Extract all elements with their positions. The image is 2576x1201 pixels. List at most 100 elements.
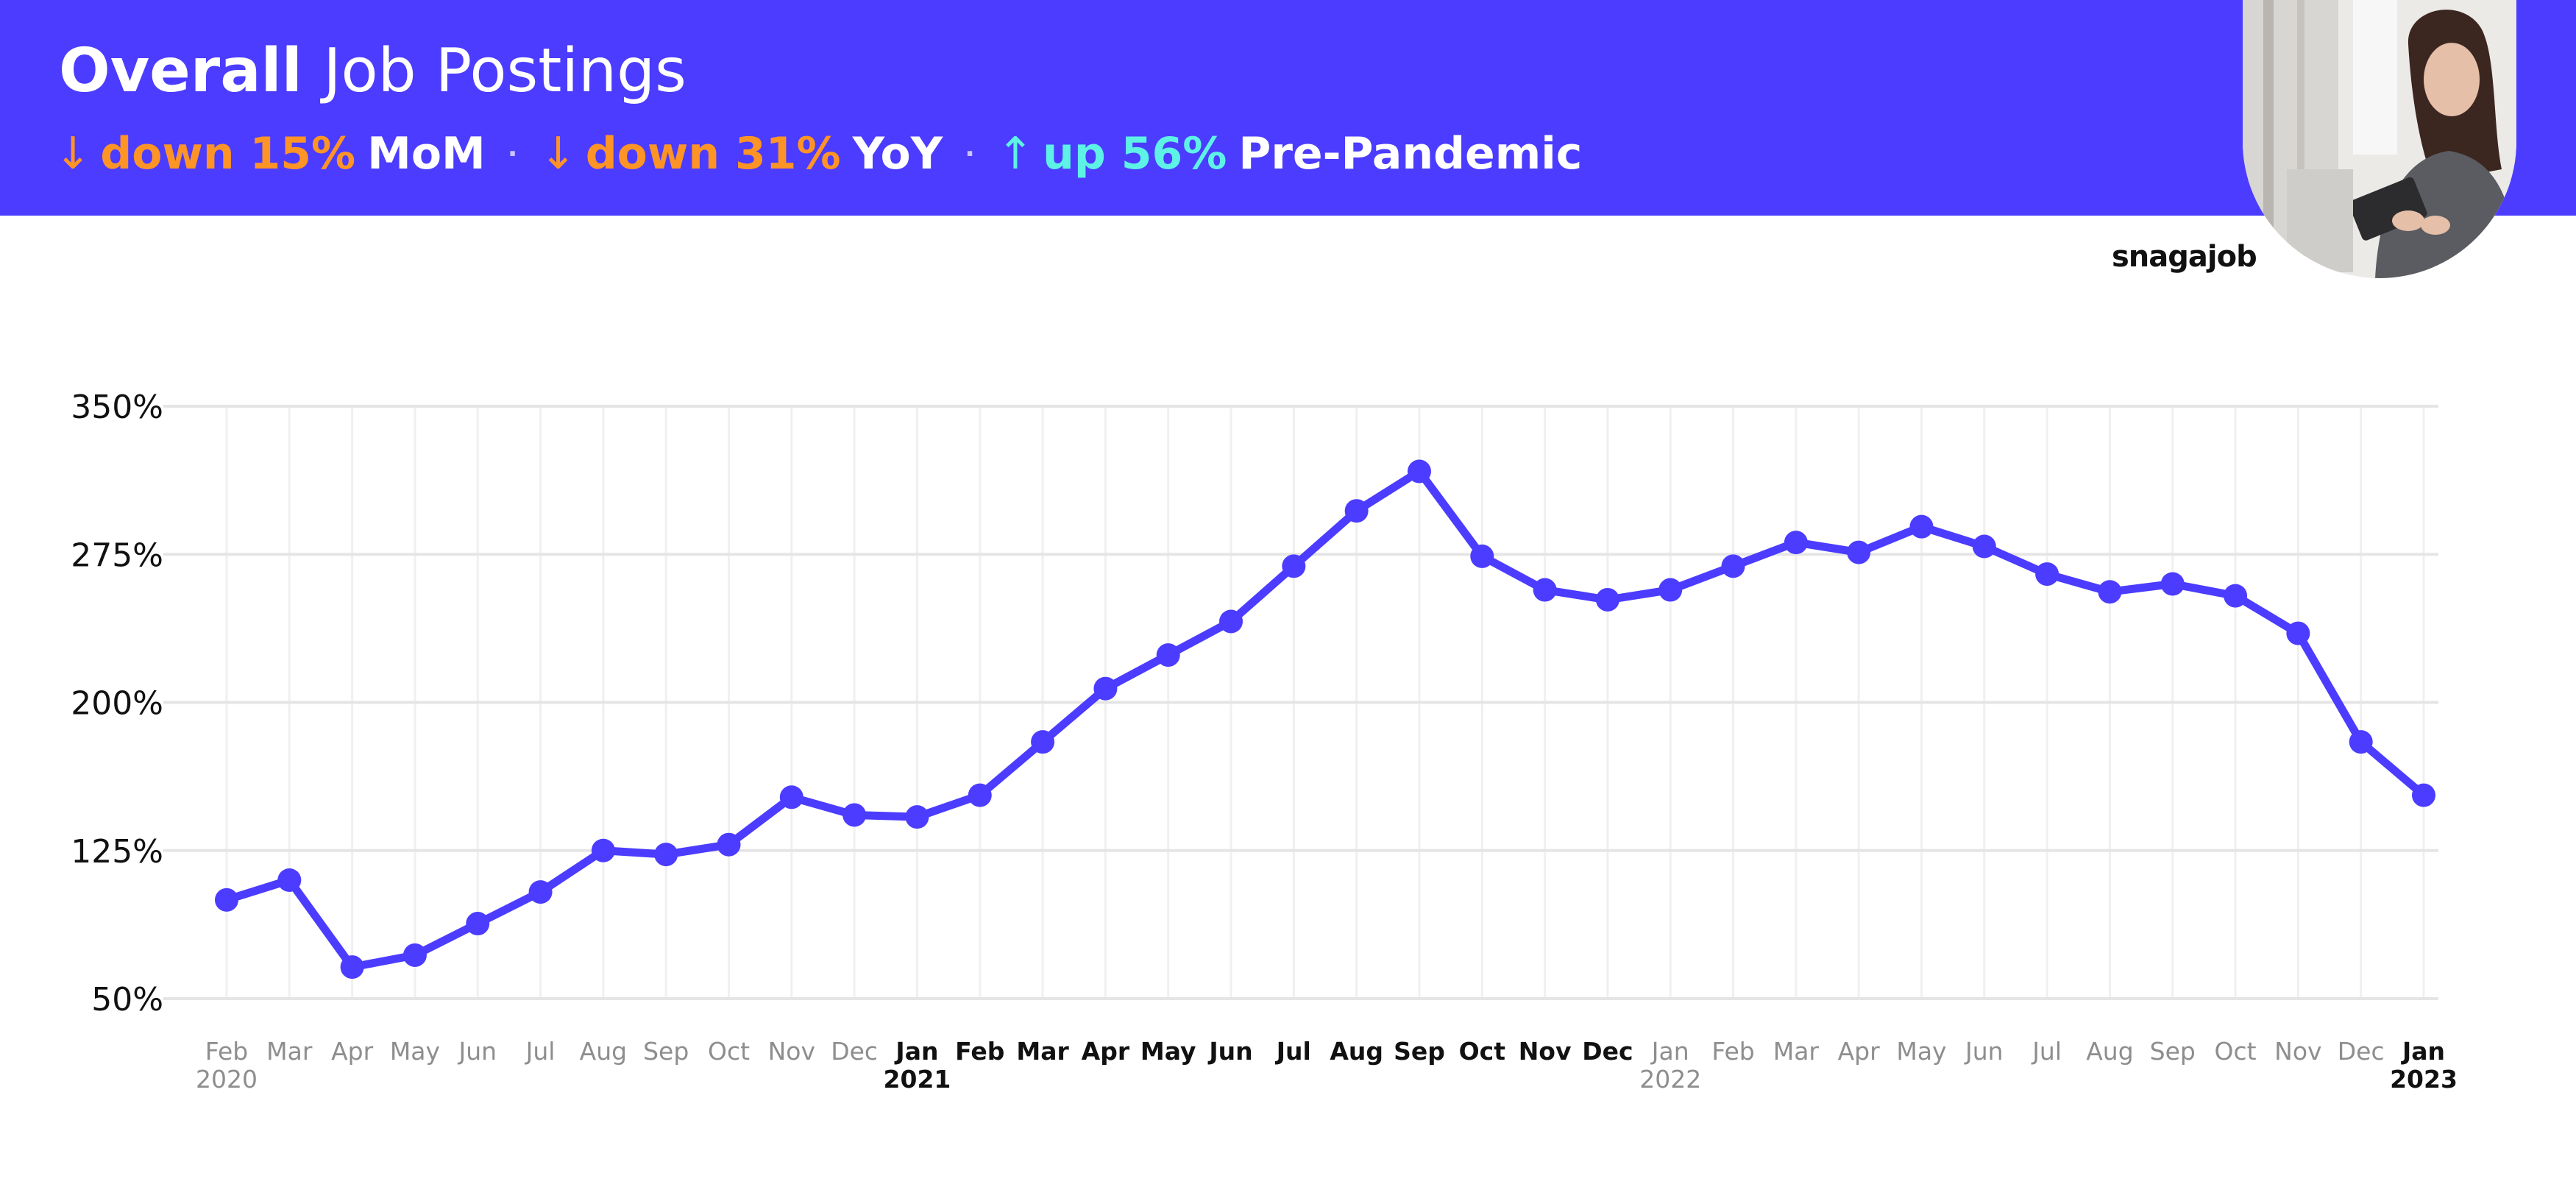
data-point bbox=[1407, 459, 1431, 483]
x-tick-label: Oct bbox=[708, 1037, 750, 1066]
stats-row: ↓ down 15% MoM · ↓ down 31% YoY · ↑ up 5… bbox=[54, 121, 1582, 187]
stat-yoy-value: 31% bbox=[734, 128, 841, 180]
x-tick-year-label: 2023 bbox=[2390, 1065, 2458, 1094]
stat-yoy-direction: down bbox=[585, 128, 720, 180]
stat-yoy-change: down 31% bbox=[586, 128, 841, 180]
stat-separator: · bbox=[965, 138, 975, 169]
data-point bbox=[2035, 562, 2059, 587]
x-tick-label: Aug bbox=[2086, 1037, 2133, 1066]
stat-pre-pandemic-change: up 56% bbox=[1043, 128, 1227, 180]
header-banner: Overall Job Postings ↓ down 15% MoM · ↓ … bbox=[0, 0, 2576, 216]
stat-pre-pandemic: ↑ up 56% Pre-Pandemic bbox=[997, 128, 1583, 180]
x-tick-label: Feb bbox=[205, 1037, 248, 1066]
x-tick-label: Mar bbox=[1016, 1037, 1069, 1066]
x-tick-label: Feb bbox=[955, 1037, 1004, 1066]
x-tick-label: Jun bbox=[1207, 1037, 1252, 1066]
x-tick-label: Mar bbox=[266, 1037, 313, 1066]
data-point bbox=[1658, 578, 1683, 602]
x-tick-label: Jul bbox=[2031, 1037, 2062, 1066]
data-point bbox=[1721, 554, 1745, 578]
stat-yoy-period: YoY bbox=[852, 128, 943, 180]
title-bold: Overall bbox=[59, 36, 302, 106]
y-tick-label: 50% bbox=[91, 981, 163, 1018]
data-point bbox=[1219, 609, 1243, 634]
x-tick-label: Dec bbox=[831, 1037, 878, 1066]
data-point bbox=[654, 843, 678, 867]
data-point bbox=[1470, 544, 1494, 568]
x-tick-label: Apr bbox=[331, 1037, 374, 1066]
stat-yoy: ↓ down 31% YoY bbox=[539, 128, 943, 180]
data-point bbox=[2286, 621, 2310, 645]
y-tick-label: 200% bbox=[71, 685, 163, 723]
x-tick-label: Aug bbox=[580, 1037, 627, 1066]
y-tick-label: 350% bbox=[71, 389, 163, 426]
stat-pre-pandemic-period: Pre-Pandemic bbox=[1238, 128, 1583, 180]
x-tick-label: Jan bbox=[2401, 1037, 2445, 1066]
stat-mom: ↓ down 15% MoM bbox=[54, 128, 486, 180]
x-tick-label: Dec bbox=[1582, 1037, 1633, 1066]
data-point bbox=[1784, 531, 1808, 555]
person-illustration bbox=[2243, 0, 2516, 278]
x-tick-label: Sep bbox=[1394, 1037, 1445, 1066]
x-tick-label: Jan bbox=[894, 1037, 938, 1066]
x-tick-label: Sep bbox=[643, 1037, 689, 1066]
data-point bbox=[968, 783, 992, 807]
data-point bbox=[402, 943, 427, 967]
x-tick-label: Jul bbox=[525, 1037, 556, 1066]
data-point bbox=[2349, 730, 2373, 754]
x-tick-label: May bbox=[1140, 1037, 1196, 1066]
y-axis: 50% 125% 200% 275% 350% bbox=[71, 389, 163, 1018]
data-point bbox=[1031, 730, 1055, 754]
data-point bbox=[277, 868, 302, 892]
data-point bbox=[1282, 554, 1306, 578]
data-point bbox=[340, 955, 364, 979]
y-tick-label: 125% bbox=[71, 833, 163, 871]
stat-pre-pandemic-value: 56% bbox=[1121, 128, 1227, 180]
y-tick-label: 275% bbox=[71, 536, 163, 574]
title-rest: Job Postings bbox=[323, 36, 686, 106]
data-point bbox=[1344, 499, 1369, 523]
stat-pre-pandemic-direction: up bbox=[1043, 128, 1106, 180]
data-points bbox=[215, 459, 2435, 979]
x-tick-label: Jul bbox=[1275, 1037, 1311, 1066]
x-tick-label: Jan bbox=[1650, 1037, 1689, 1066]
up-arrow-icon: ↑ bbox=[996, 128, 1035, 180]
brand-logo: snagajob bbox=[2112, 240, 2257, 274]
data-point bbox=[2224, 584, 2248, 608]
x-tick-label: Dec bbox=[2338, 1037, 2385, 1066]
x-tick-label: May bbox=[1896, 1037, 1946, 1066]
x-tick-label: Sep bbox=[2150, 1037, 2196, 1066]
series-line bbox=[222, 467, 2428, 971]
data-point bbox=[1156, 643, 1180, 667]
data-point bbox=[528, 880, 553, 904]
x-tick-label: Nov bbox=[1519, 1037, 1572, 1066]
stat-mom-value: 15% bbox=[249, 128, 356, 180]
data-point bbox=[1595, 587, 1619, 612]
data-point bbox=[779, 785, 803, 809]
x-tick-year-label: 2021 bbox=[884, 1065, 951, 1094]
data-point bbox=[2098, 580, 2122, 604]
x-tick-label: Aug bbox=[1330, 1037, 1383, 1066]
page-title: Overall Job Postings bbox=[59, 31, 686, 112]
data-point bbox=[466, 912, 490, 936]
stat-mom-period: MoM bbox=[367, 128, 486, 180]
x-tick-year-label: 2020 bbox=[196, 1065, 258, 1094]
data-point bbox=[2160, 572, 2185, 596]
data-point bbox=[1847, 540, 1871, 564]
x-tick-label: Oct bbox=[2215, 1037, 2257, 1066]
data-point bbox=[2412, 783, 2435, 807]
x-tick-label: Feb bbox=[1711, 1037, 1754, 1066]
x-tick-label: Nov bbox=[2274, 1037, 2321, 1066]
data-point bbox=[1972, 534, 1996, 559]
data-point bbox=[215, 888, 238, 912]
data-point bbox=[1909, 514, 1934, 539]
down-arrow-icon: ↓ bbox=[539, 128, 577, 180]
x-tick-label: Oct bbox=[1459, 1037, 1506, 1066]
x-tick-year-label: 2022 bbox=[1639, 1065, 1701, 1094]
x-tick-label: Apr bbox=[1838, 1037, 1881, 1066]
data-point bbox=[717, 832, 741, 857]
data-point bbox=[842, 803, 867, 827]
x-tick-label: Jun bbox=[1964, 1037, 2004, 1066]
